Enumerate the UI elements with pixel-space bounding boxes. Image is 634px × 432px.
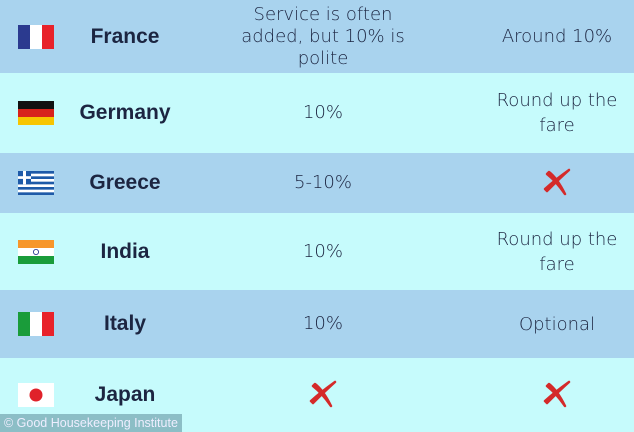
cross-icon xyxy=(539,168,575,201)
country-name: France xyxy=(90,24,160,48)
cross-icon xyxy=(305,380,341,413)
taxi-cell: Optional xyxy=(518,313,596,335)
tip-cell: 10% xyxy=(302,240,343,262)
taxi-cell xyxy=(480,376,634,415)
taxi-cell: Round up the fare xyxy=(496,228,618,275)
italy-flag xyxy=(18,312,54,336)
taxi-cell xyxy=(480,164,634,203)
cross-icon xyxy=(539,380,575,413)
tip-cell xyxy=(212,376,434,414)
france-flag xyxy=(18,24,54,49)
tip-cell: 5-10% xyxy=(294,172,352,193)
tip-cell: 10% xyxy=(302,313,343,334)
taxi-cell: Around 10% xyxy=(501,26,613,47)
country-name: Germany xyxy=(79,101,171,124)
table-row: Greece 5-10% xyxy=(0,153,634,213)
table-row: Germany 10% Round up the fare xyxy=(0,73,634,153)
tip-cell: Service is often added, but 10% is polit… xyxy=(241,3,405,69)
country-name: India xyxy=(100,239,150,263)
table-row: France Service is often added, but 10% is… xyxy=(0,0,634,73)
country-name: Japan xyxy=(94,383,156,406)
country-name: Greece xyxy=(89,171,161,194)
greece-flag xyxy=(18,171,54,195)
table-row: Italy 10% Optional xyxy=(0,290,634,358)
tip-cell: 10% xyxy=(302,102,343,123)
table-row: India 10% Round up the fare xyxy=(0,213,634,290)
japan-flag xyxy=(18,383,54,407)
germany-flag xyxy=(18,101,54,125)
credit: © Good Housekeeping Institute xyxy=(0,414,182,432)
country-name: Italy xyxy=(103,312,147,335)
india-flag xyxy=(18,239,54,264)
taxi-cell: Round up the fare xyxy=(496,90,618,136)
